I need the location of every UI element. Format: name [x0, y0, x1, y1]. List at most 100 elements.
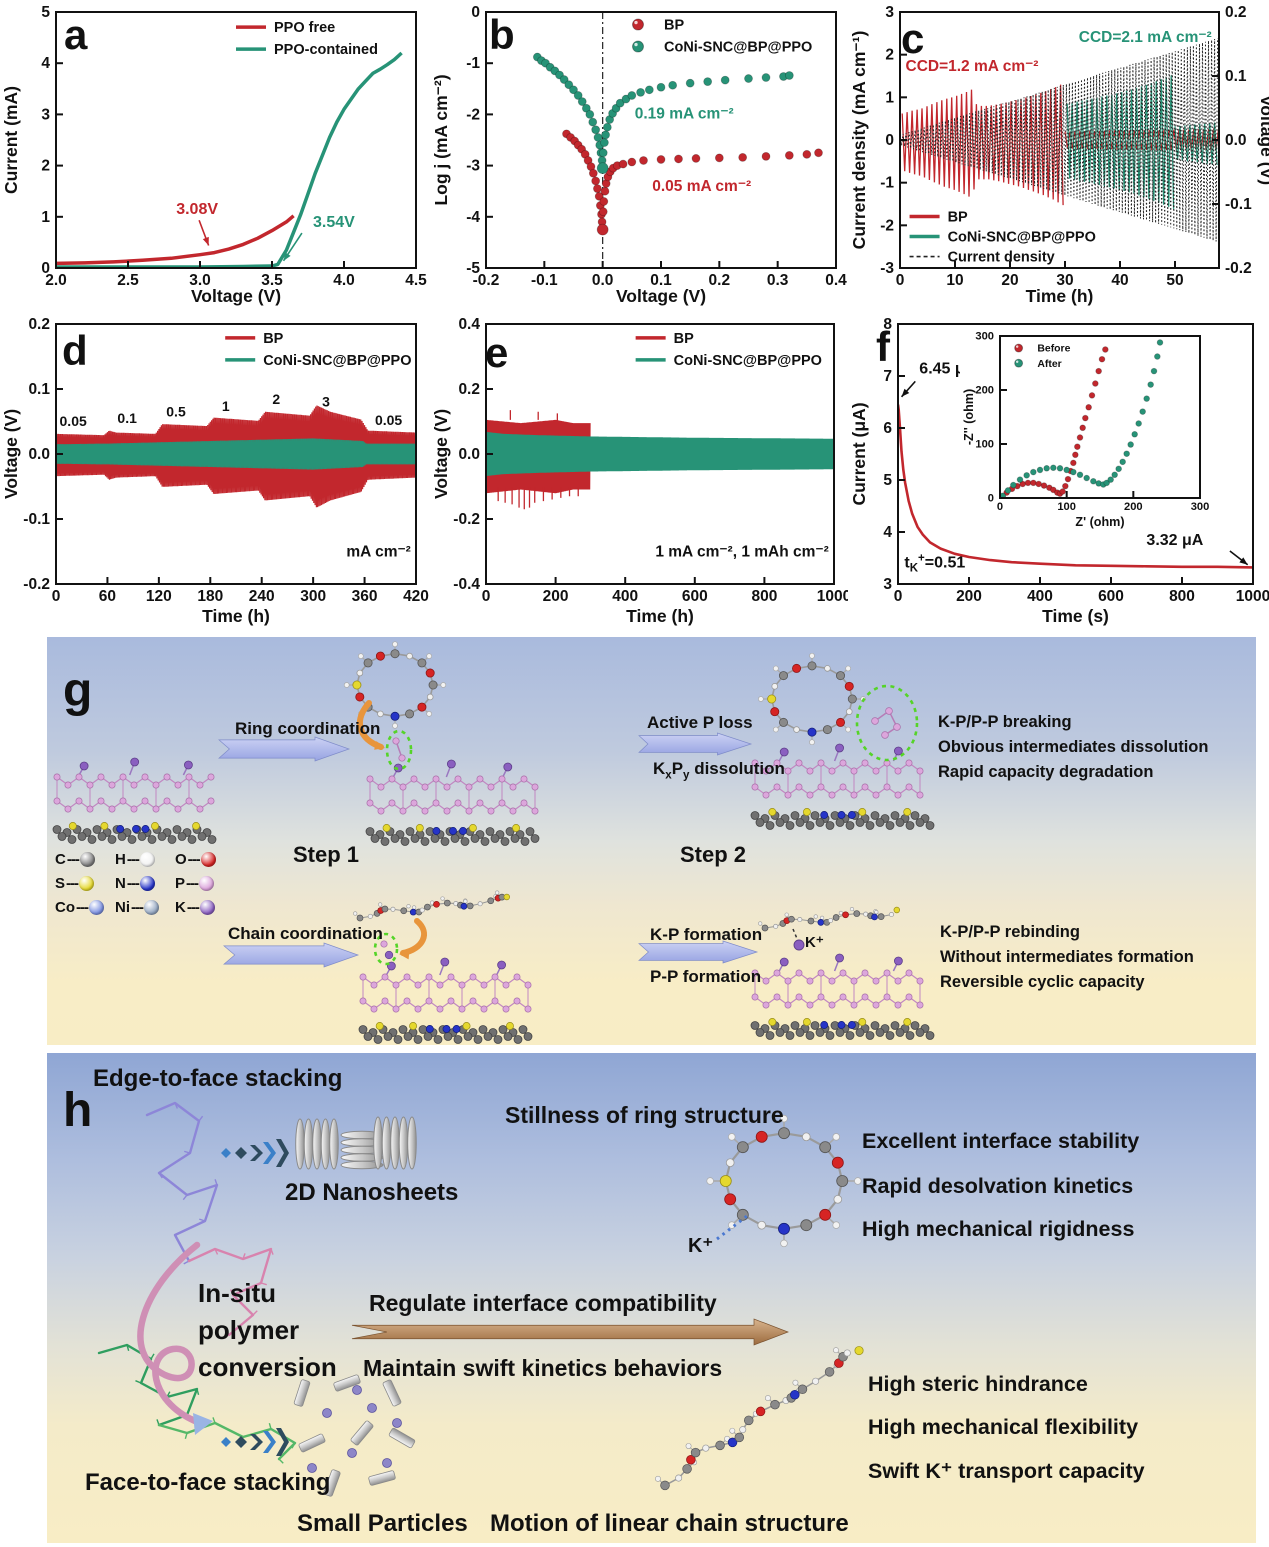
- svg-text:200: 200: [1124, 501, 1143, 513]
- svg-text:0: 0: [896, 272, 905, 289]
- svg-text:1: 1: [41, 209, 50, 226]
- svg-text:200: 200: [956, 588, 982, 605]
- atom-legend-item-Ni: Ni ---: [115, 899, 175, 916]
- label-insitu-3: conversion: [198, 1352, 337, 1382]
- svg-text:0.1: 0.1: [28, 381, 50, 398]
- svg-text:Z' (ohm): Z' (ohm): [1075, 515, 1124, 529]
- atom-legend-item-N: N ---: [115, 875, 175, 892]
- svg-text:tK+=0.51: tK+=0.51: [904, 552, 965, 574]
- svg-text:Voltage (V): Voltage (V): [616, 286, 706, 306]
- svg-text:BP: BP: [263, 331, 283, 347]
- panel-f-current-decay-chart: 0 100 200 300 0 100 200 300 Z' (ohm) -Z'' (ohm) Be…: [848, 310, 1269, 630]
- svg-text:-4: -4: [466, 209, 480, 226]
- svg-text:30: 30: [1056, 272, 1073, 289]
- svg-text:After: After: [1037, 359, 1061, 370]
- label-step-2: Step 2: [680, 842, 747, 867]
- svg-text:3: 3: [322, 394, 330, 410]
- label-chain-coordination: Chain coordination: [228, 924, 383, 943]
- svg-text:-0.2: -0.2: [23, 576, 50, 593]
- svg-text:0.4: 0.4: [825, 272, 847, 289]
- svg-text:CCD=2.1 mA cm⁻²: CCD=2.1 mA cm⁻²: [1079, 29, 1212, 46]
- svg-text:40: 40: [1111, 272, 1128, 289]
- text-desolvation-kinetics: Rapid desolvation kinetics: [862, 1174, 1134, 1198]
- svg-text:4.5: 4.5: [405, 272, 427, 289]
- label-k-plus-g: K⁺: [805, 934, 824, 951]
- text-mechanical-flexibility: High mechanical flexibility: [868, 1415, 1139, 1439]
- svg-text:-1: -1: [880, 175, 894, 192]
- svg-text:240: 240: [249, 588, 275, 605]
- label-face-to-face: Face-to-face stacking: [85, 1469, 331, 1496]
- panel-letter-c: c: [901, 15, 925, 62]
- text-k-transport: Swift K⁺ transport capacity: [868, 1459, 1145, 1483]
- svg-text:0.2: 0.2: [1225, 4, 1247, 21]
- atom-legend-item-O: O ---: [175, 851, 235, 868]
- svg-text:0.1: 0.1: [1225, 68, 1247, 85]
- panel-f-nyquist-inset: 0 100 200 300 0 100 200 300 Z' (ohm) -Z'' (ohm) Be…: [960, 330, 1210, 532]
- svg-text:-0.1: -0.1: [1225, 196, 1252, 213]
- svg-text:2: 2: [885, 47, 894, 64]
- label-kp-formation: K-P formation: [650, 925, 763, 944]
- svg-text:-0.2: -0.2: [1225, 260, 1252, 277]
- svg-text:Time (h): Time (h): [626, 606, 694, 626]
- svg-text:0.5: 0.5: [166, 403, 186, 419]
- svg-text:300: 300: [300, 588, 326, 605]
- svg-text:2: 2: [41, 158, 50, 175]
- svg-text:0.4: 0.4: [458, 316, 480, 333]
- svg-text:3.5: 3.5: [261, 272, 283, 289]
- panel-letter-a: a: [64, 11, 88, 58]
- svg-text:0: 0: [52, 588, 61, 605]
- chart-canvas-d: 0 60 120 180 240 300 360 420 0.2 0.1 0.0 -0.1 -0.2 Ti…: [1, 316, 429, 626]
- svg-text:Log j (mA cm⁻²): Log j (mA cm⁻²): [431, 74, 451, 205]
- svg-text:3: 3: [883, 576, 892, 593]
- svg-text:0: 0: [988, 493, 994, 505]
- atom-legend-item-P: P ---: [175, 875, 235, 892]
- svg-text:0: 0: [482, 588, 491, 605]
- svg-text:Current (mA): Current (mA): [1, 86, 21, 194]
- svg-text:Time (s): Time (s): [1042, 606, 1109, 626]
- svg-text:1: 1: [885, 89, 894, 106]
- svg-text:0.1: 0.1: [650, 272, 672, 289]
- svg-text:0: 0: [41, 260, 50, 277]
- chart-canvas-c: 0 10 20 30 40 503210-1-2-30.20.10.0-0.1-0.2Vo…: [849, 4, 1269, 306]
- svg-text:400: 400: [612, 588, 638, 605]
- svg-text:0.05: 0.05: [60, 413, 87, 429]
- label-2d-nanosheets: 2D Nanosheets: [285, 1179, 459, 1206]
- svg-text:0.05: 0.05: [375, 412, 402, 428]
- svg-text:1: 1: [222, 398, 230, 414]
- svg-text:Time (h): Time (h): [1026, 286, 1094, 306]
- svg-text:100: 100: [975, 439, 994, 451]
- svg-text:-0.1: -0.1: [23, 511, 50, 528]
- svg-text:0: 0: [885, 132, 894, 149]
- svg-text:CoNi-SNC@BP@PPO: CoNi-SNC@BP@PPO: [948, 230, 1096, 246]
- svg-text:4: 4: [883, 524, 892, 541]
- svg-text:1 mA cm⁻², 1 mAh cm⁻²: 1 mA cm⁻², 1 mAh cm⁻²: [655, 543, 828, 560]
- svg-text:4: 4: [41, 55, 50, 72]
- svg-text:-3: -3: [880, 260, 894, 277]
- svg-text:-0.4: -0.4: [453, 576, 480, 593]
- svg-text:3.0: 3.0: [189, 272, 211, 289]
- svg-text:420: 420: [403, 588, 429, 605]
- svg-text:600: 600: [1098, 588, 1124, 605]
- svg-text:5: 5: [41, 4, 50, 21]
- panel-d-rate-chart: 0 60 120 180 240 300 360 420 0.2 0.1 0.0 -0.1 -0.2 Ti…: [0, 310, 430, 630]
- svg-text:-5: -5: [466, 260, 480, 277]
- svg-text:600: 600: [682, 588, 708, 605]
- panel-letter-b: b: [489, 11, 515, 58]
- svg-text:-2: -2: [466, 106, 480, 123]
- svg-text:4.0: 4.0: [333, 272, 355, 289]
- chart-canvas-b: -0.2 -0.1 0.0 0.1 0.2 0.3 0.4 0 -1 -2 -3 -4 -5 Voltag…: [431, 4, 847, 306]
- svg-text:3.08V: 3.08V: [176, 201, 218, 218]
- panel-e-cycling-chart: 0 200 400 600 800 1000 0.4 0.2 0.0 -0.2 -0.4 Time (…: [430, 310, 851, 630]
- svg-text:8: 8: [883, 316, 892, 333]
- svg-text:CoNi-SNC@BP@PPO: CoNi-SNC@BP@PPO: [664, 40, 812, 56]
- svg-text:0.0: 0.0: [458, 446, 480, 463]
- svg-text:1000: 1000: [817, 588, 848, 605]
- panel-letter-e: e: [485, 329, 509, 376]
- label-regulate-interface: Regulate interface compatibility: [369, 1290, 717, 1316]
- svg-text:7: 7: [883, 368, 892, 385]
- label-small-particles: Small Particles: [297, 1510, 468, 1537]
- svg-text:2.5: 2.5: [117, 272, 139, 289]
- svg-text:-2: -2: [880, 217, 894, 234]
- svg-text:Voltage (V): Voltage (V): [191, 286, 281, 306]
- svg-text:Voltage (V): Voltage (V): [431, 409, 451, 499]
